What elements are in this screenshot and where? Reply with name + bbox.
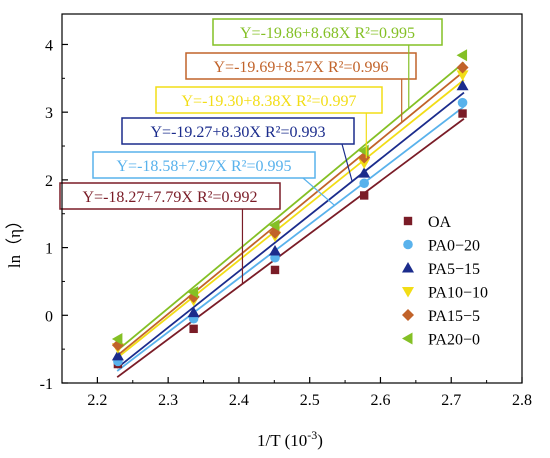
equation-box [155,86,383,114]
data-point [270,265,280,275]
legend-marker [403,216,413,226]
data-point [111,349,124,361]
equation-box [59,182,281,210]
fit-line [116,118,465,378]
fit-line [116,61,465,352]
equation-label: Y=-19.30+8.38X R²=0.997 [182,93,357,110]
x-tick-label: 2.6 [370,392,390,409]
data-point [456,79,469,91]
equation-label: Y=-19.69+8.57X R²=0.996 [214,59,389,76]
legend-marker [402,309,414,321]
legend-label: PA20−0 [428,332,480,349]
x-tick-label: 2.7 [441,392,461,409]
y-axis-label: ln（η） [5,212,24,268]
x-tick-label: 2.5 [300,392,320,409]
equation-label: Y=-18.58+7.97X R²=0.995 [117,158,292,175]
axes: 2.2 2.3 2.4 2.5 2.6 2.7 2.8 -1 0 1 2 3 4 [40,37,532,409]
fit-line [116,105,465,372]
equation-label: Y=-18.27+7.79X R²=0.992 [83,189,258,206]
data-point [358,158,371,169]
data-point [458,109,467,118]
data-point [456,61,469,74]
x-axis-label: 1/T (10-3) [257,428,323,450]
equation-box [185,52,417,80]
data-point [457,97,468,108]
data-point [359,191,369,200]
y-tick-label: 4 [45,37,53,54]
data-point [189,324,198,334]
x-tick-label: 2.2 [87,392,107,409]
x-tick-label: 2.3 [158,392,178,409]
legend: OA PA0−20 PA5−15 PA10−10 PA15−5 PA20−0 [402,214,488,349]
data-point [187,286,199,299]
x-tick-label: 2.8 [512,392,532,409]
plot-frame [61,13,523,384]
y-tick-label: 1 [45,241,53,258]
equation-label: Y=-19.86+8.68X R²=0.995 [240,25,415,42]
data-point [358,167,371,178]
x-axis-label-close: ) [317,431,323,450]
x-tick-label: 2.4 [229,392,249,409]
data-point [187,306,200,318]
x-axis-label-main: 1/T (10 [257,431,307,450]
fit-lines [116,61,465,378]
y-tick-label: 2 [45,173,53,190]
data-point [111,332,123,345]
equation-callouts: Y=-18.27+7.79X R²=0.992 Y=-18.58+7.97X R²… [59,18,443,284]
y-tick-label: 0 [45,308,53,325]
equation-label: Y=-19.27+8.30X R²=0.993 [151,124,326,141]
legend-label: OA [428,214,452,231]
equation-box [121,117,355,145]
fit-line [116,79,465,359]
legend-label: PA0−20 [428,238,480,255]
legend-marker [402,332,413,345]
y-tick-label: -1 [40,376,53,393]
y-tick-label: 3 [45,105,53,122]
data-point [269,244,282,256]
data-point [269,219,280,232]
fit-line [116,70,465,357]
legend-label: PA5−15 [428,261,480,278]
equation-box [92,151,316,179]
legend-marker [402,262,414,273]
callout-arrow [341,143,353,182]
legend-marker [402,287,414,298]
x-axis-label-exponent: -3 [307,428,317,442]
callout-arrow [302,177,335,206]
fit-line [116,91,465,369]
equation-box [212,18,443,46]
data-point [456,49,468,62]
legend-label: PA15−5 [428,308,480,325]
data-point [456,70,469,81]
legend-marker [403,239,413,250]
data-point [359,178,369,189]
legend-label: PA10−10 [428,285,488,302]
